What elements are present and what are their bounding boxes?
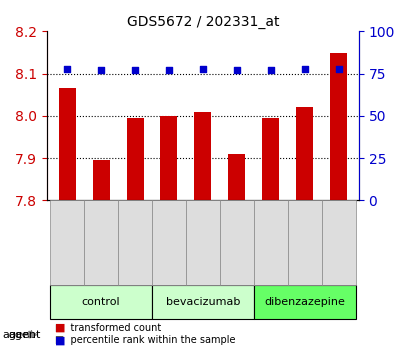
Point (64, 66, 70, 72)
Point (131, 68, 138, 73)
Point (335, 66, 341, 72)
Text: dibenzazepine: dibenzazepine (263, 297, 344, 307)
Point (267, 68, 273, 73)
Bar (194, 112, 211, 200)
Title: GDS5672 / 202331_at: GDS5672 / 202331_at (126, 15, 279, 29)
Text: agent: agent (8, 330, 40, 339)
Bar (126, 118, 143, 200)
Bar (295, 108, 312, 200)
Bar (92, 160, 109, 200)
Text: ■: ■ (55, 335, 65, 345)
Point (98, 68, 104, 73)
Bar (262, 118, 279, 200)
Text: ■: ■ (55, 323, 65, 333)
Text: agent: agent (2, 330, 35, 339)
Bar (228, 154, 245, 200)
Text: ■  transformed count: ■ transformed count (55, 323, 161, 333)
Text: ■  percentile rank within the sample: ■ percentile rank within the sample (55, 335, 235, 345)
Point (199, 66, 206, 72)
Text: control: control (82, 297, 120, 307)
Bar (160, 116, 177, 200)
Point (165, 68, 172, 73)
Text: bevacizumab: bevacizumab (165, 297, 240, 307)
Point (301, 66, 307, 72)
Bar (58, 88, 76, 200)
Point (233, 68, 240, 73)
Bar (329, 52, 346, 200)
